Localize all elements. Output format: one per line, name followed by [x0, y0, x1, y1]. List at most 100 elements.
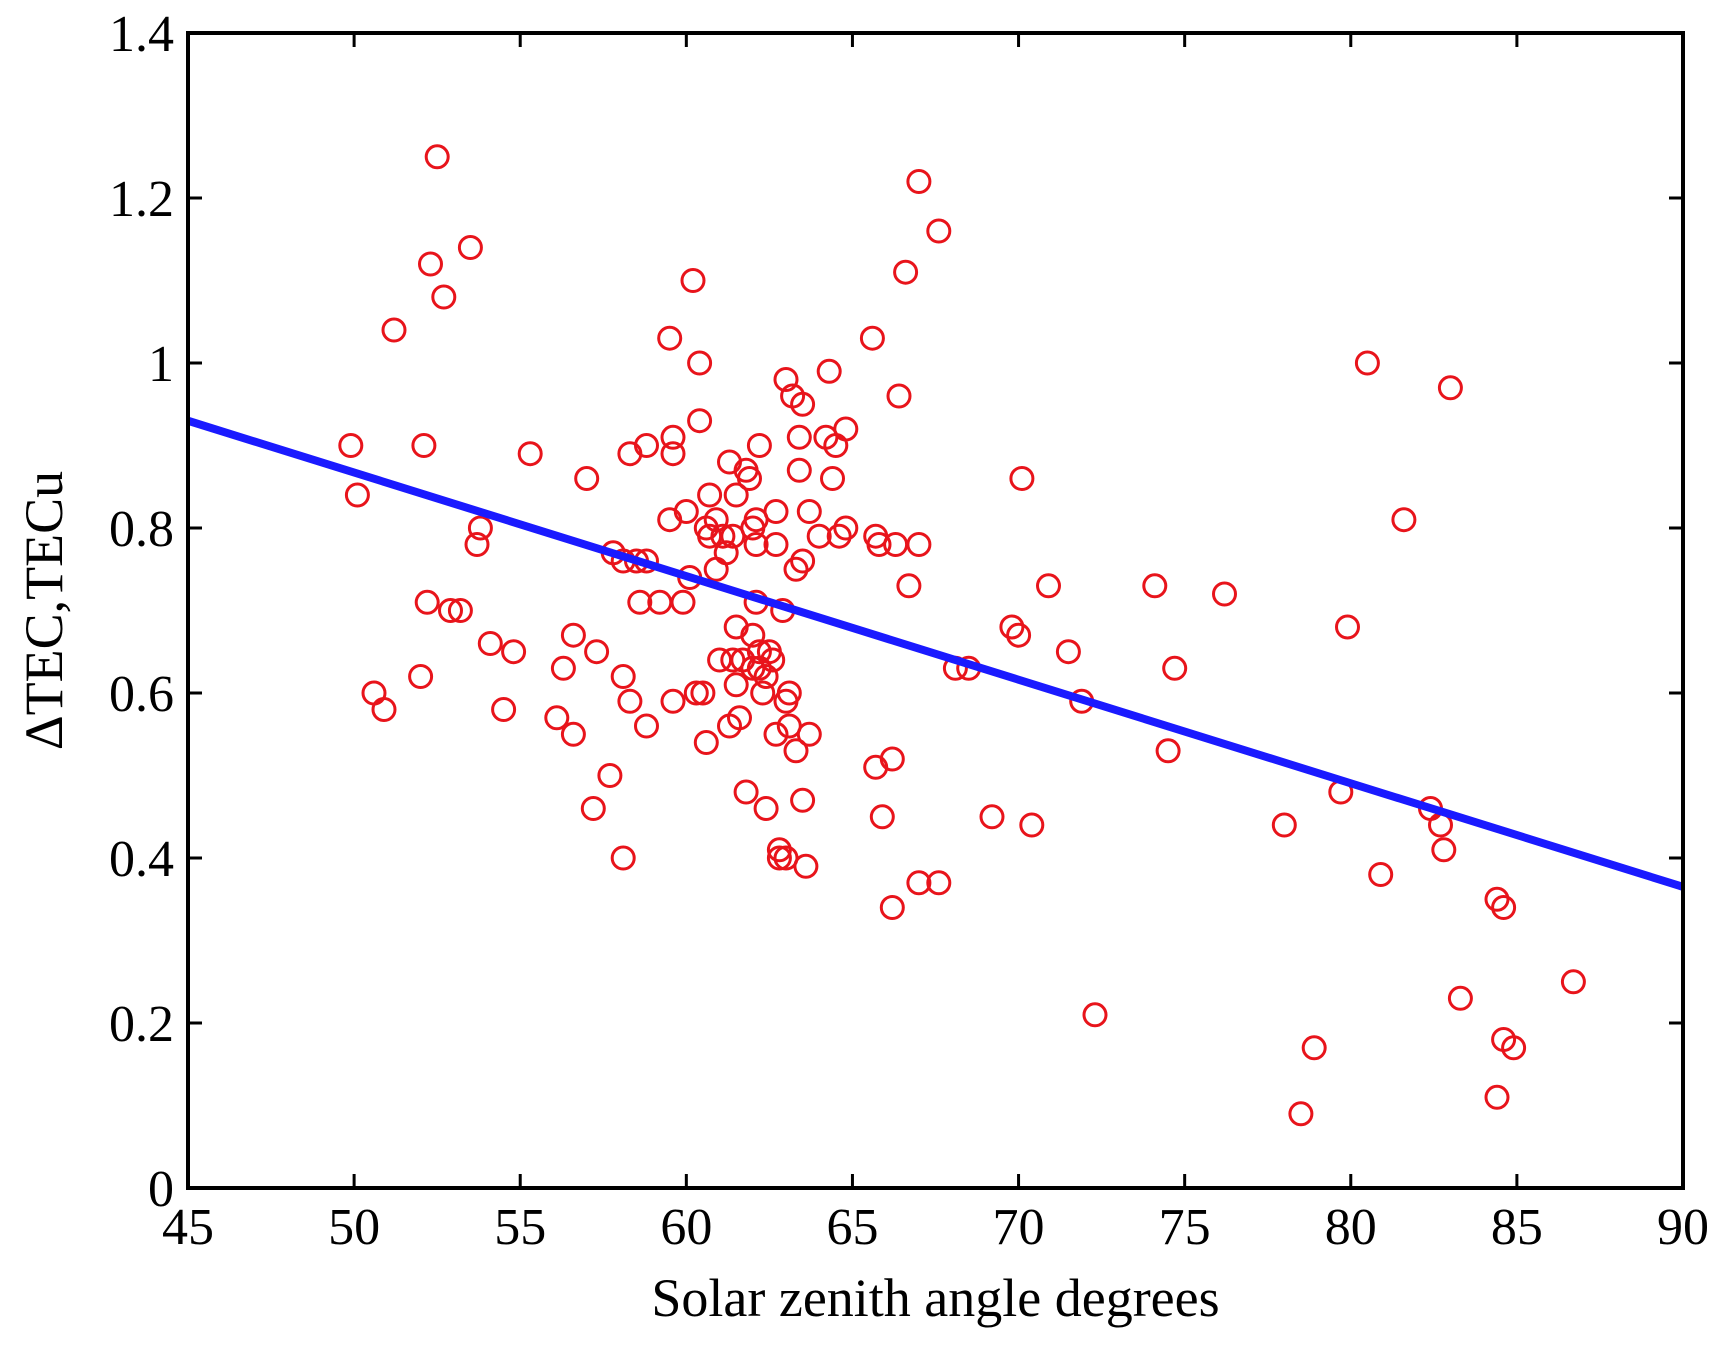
data-point [1391, 507, 1417, 533]
x-tick-label: 85 [1491, 1199, 1543, 1256]
data-point [517, 441, 543, 467]
data-point [833, 416, 859, 442]
data-point [627, 589, 653, 615]
data-point [926, 870, 952, 896]
data-point [1560, 969, 1586, 995]
data-point [477, 631, 503, 656]
data-point [673, 499, 699, 524]
data-point [766, 837, 792, 863]
data-point [753, 796, 779, 821]
data-point [597, 763, 623, 788]
data-point [783, 556, 809, 582]
data-point [580, 796, 606, 821]
data-point [723, 672, 749, 698]
data-point [1501, 1035, 1527, 1061]
data-point [826, 523, 852, 549]
data-point [431, 284, 457, 310]
data-point [408, 664, 434, 689]
plot-area-frame [186, 31, 1685, 1190]
y-tick-label: 1.4 [109, 6, 174, 63]
data-point [710, 523, 736, 549]
data-point [371, 697, 397, 722]
data-point [793, 853, 819, 879]
data-markers [338, 144, 1586, 1127]
data-point [467, 515, 493, 541]
data-point [883, 532, 909, 557]
x-tick-label: 60 [660, 1199, 712, 1256]
x-tick-label: 65 [826, 1199, 878, 1256]
data-point [746, 639, 772, 665]
data-point [1431, 837, 1457, 863]
data-point [584, 639, 610, 665]
data-point [670, 589, 696, 615]
data-point [1301, 1035, 1327, 1061]
data-point [1055, 639, 1081, 665]
data-point [790, 787, 816, 813]
x-tick-label: 75 [1159, 1199, 1211, 1256]
data-point [737, 466, 762, 491]
data-point [753, 664, 779, 689]
data-point [906, 169, 932, 194]
data-point [457, 235, 483, 260]
data-point [1437, 375, 1463, 401]
data-point [879, 746, 905, 772]
data-point [1447, 985, 1473, 1011]
data-point [1271, 812, 1297, 838]
data-point [833, 515, 859, 541]
data-point [697, 482, 723, 508]
data-point [690, 680, 716, 706]
data-point [733, 779, 759, 805]
x-tick-label: 70 [993, 1199, 1045, 1256]
data-point [773, 367, 799, 392]
data-point [574, 466, 600, 491]
y-axis-ticks: 0 0.2 0.4 0.6 0.8 1 1.2 1.4 [109, 6, 1683, 1218]
data-point [926, 218, 952, 244]
data-point [424, 144, 450, 170]
data-point [338, 433, 364, 458]
data-point [657, 325, 683, 351]
data-point [381, 317, 407, 343]
data-point [746, 433, 772, 458]
y-tick-label: 0.2 [109, 996, 174, 1053]
data-point [560, 721, 586, 747]
data-point [660, 424, 686, 450]
data-point [610, 845, 636, 871]
data-point [999, 614, 1025, 640]
data-point [703, 556, 729, 582]
data-point [1142, 573, 1168, 599]
data-point [683, 680, 709, 706]
data-point [750, 680, 776, 706]
data-point [740, 622, 766, 648]
y-tick-label: 0.8 [109, 501, 174, 558]
data-point [634, 713, 659, 739]
data-point [763, 499, 789, 524]
data-point [906, 532, 932, 557]
y-tick-label: 0.6 [109, 666, 174, 723]
data-point [687, 350, 713, 376]
data-point [886, 383, 912, 409]
data-point [727, 705, 752, 731]
data-point [1335, 614, 1360, 640]
data-point [763, 721, 789, 747]
data-point [820, 466, 845, 491]
data-point [680, 268, 706, 293]
data-point [634, 433, 659, 458]
data-point [1019, 812, 1045, 838]
data-point [693, 730, 719, 755]
data-point [550, 655, 576, 681]
data-point [713, 540, 739, 566]
regression-line-group [186, 416, 1685, 891]
data-point [766, 845, 792, 871]
y-tick-label: 0.4 [109, 831, 174, 888]
data-point [776, 680, 802, 706]
data-point [783, 738, 809, 764]
data-point [544, 705, 570, 731]
data-point [418, 251, 443, 277]
x-tick-label: 50 [328, 1199, 380, 1256]
data-point [760, 647, 786, 673]
data-point [866, 532, 892, 557]
x-tick-label: 55 [494, 1199, 546, 1256]
x-tick-label: 80 [1325, 1199, 1377, 1256]
data-point [743, 532, 769, 557]
